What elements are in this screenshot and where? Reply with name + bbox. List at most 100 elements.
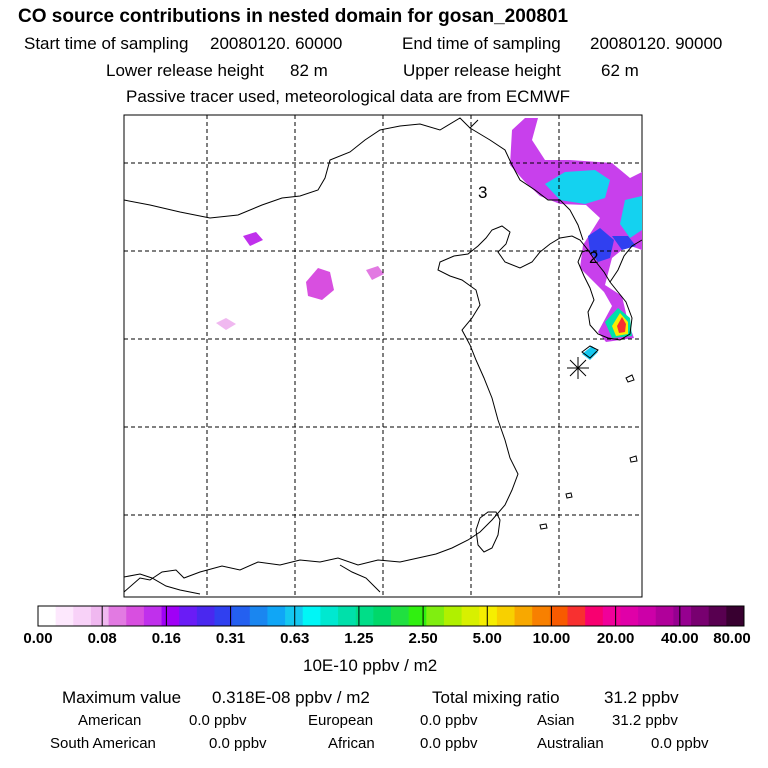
region-american-value: 0.0 ppbv	[189, 712, 247, 729]
colorbar-swatch	[391, 606, 410, 626]
chart-title: CO source contributions in nested domain…	[18, 6, 569, 27]
map-label-3: 3	[478, 183, 487, 202]
island-jeju	[581, 345, 599, 359]
lower-height-label: Lower release height	[106, 61, 264, 80]
colorbar-swatch	[196, 606, 215, 626]
colorbar-swatch	[338, 606, 357, 626]
colorbar-tick-label: 0.00	[23, 630, 53, 647]
colorbar-tick-label: 2.50	[408, 630, 438, 647]
region-south-american-value: 0.0 ppbv	[209, 735, 267, 752]
colorbar-tick-label: 0.31	[215, 630, 246, 647]
colorbar-tick-label: 80.00	[713, 630, 751, 647]
colorbar-swatch	[585, 606, 604, 626]
total-mixing-value: 31.2 ppbv	[604, 688, 679, 707]
plume-band-cyan2	[620, 196, 642, 238]
island-small-2	[629, 455, 638, 463]
grid-lines	[124, 115, 642, 597]
colorbar-swatch	[408, 606, 427, 626]
colorbar-swatch	[355, 606, 374, 626]
upper-height-value: 62 m	[601, 61, 639, 80]
colorbar-swatch	[496, 606, 516, 626]
plume-south-island	[582, 346, 598, 360]
colorbar-swatch	[179, 606, 198, 626]
island-small-4	[565, 492, 573, 499]
plume-band-cyan	[545, 170, 610, 204]
colorbar-swatch	[232, 606, 251, 626]
plume-hot-red	[617, 317, 626, 333]
map-outlines	[123, 117, 643, 595]
colorbar-swatch	[726, 606, 745, 626]
colorbar	[38, 606, 745, 626]
colorbar-swatch	[708, 606, 727, 626]
region-african-label: African	[328, 735, 375, 752]
colorbar-tick-label: 0.16	[151, 630, 181, 647]
colorbar-swatch	[532, 606, 551, 626]
colorbar-swatch	[267, 606, 286, 626]
colorbar-swatch	[514, 606, 533, 626]
plume-west-3	[366, 266, 384, 280]
border-mongolia	[123, 117, 479, 219]
colorbar-swatch	[620, 606, 639, 626]
border-inner-2	[339, 564, 381, 593]
colorbar-swatch	[691, 606, 710, 626]
plume-west-1	[243, 232, 263, 246]
colorbar-swatch	[479, 606, 498, 626]
tracer-note: Passive tracer used, meteorological data…	[126, 87, 571, 106]
start-time-value: 20080120. 60000	[210, 34, 343, 53]
region-asian-label: Asian	[537, 712, 575, 729]
colorbar-frame	[37, 605, 745, 627]
start-time-label: Start time of sampling	[24, 34, 189, 53]
colorbar-swatch	[443, 606, 463, 626]
colorbar-tick-label: 0.63	[280, 630, 310, 647]
colorbar-swatch	[655, 606, 674, 626]
colorbar-swatch	[73, 606, 92, 626]
lower-height-value: 82 m	[290, 61, 328, 80]
region-south-american-label: South American	[50, 735, 156, 752]
colorbar-swatch	[161, 606, 180, 626]
colorbar-swatch	[90, 606, 110, 626]
island-small-1	[625, 374, 635, 383]
colorbar-swatch	[285, 606, 304, 626]
colorbar-swatch	[549, 606, 568, 626]
region-australian-value: 0.0 ppbv	[651, 735, 709, 752]
end-time-label: End time of sampling	[402, 34, 561, 53]
island-taiwan	[475, 511, 501, 553]
coast-korea-east	[609, 239, 643, 283]
colorbar-swatch	[143, 606, 163, 626]
region-australian-label: Australian	[537, 735, 604, 752]
plume-west-4	[216, 318, 236, 330]
region-asian-value: 31.2 ppbv	[612, 712, 678, 729]
colorbar-tick-label: 40.00	[661, 630, 699, 647]
colorbar-swatch	[426, 606, 445, 626]
colorbar-tick-label: 0.08	[87, 630, 117, 647]
region-african-value: 0.0 ppbv	[420, 735, 478, 752]
plume-northeast	[510, 118, 642, 342]
plume-band-blue2	[612, 236, 636, 250]
region-american-label: American	[78, 712, 142, 729]
total-mixing-label: Total mixing ratio	[432, 688, 560, 707]
colorbar-swatch	[108, 606, 127, 626]
colorbar-swatch	[638, 606, 657, 626]
colorbar-tick-label: 5.00	[472, 630, 502, 647]
map-label-2: 2	[589, 248, 598, 267]
receptor-marker	[567, 357, 589, 379]
colorbar-tick-label: 10.00	[532, 630, 571, 647]
plume-layer	[216, 118, 642, 360]
border-inner-1	[123, 573, 201, 595]
colorbar-unit: 10E-10 ppbv / m2	[303, 656, 438, 675]
region-european-value: 0.0 ppbv	[420, 712, 478, 729]
colorbar-swatch	[320, 606, 339, 626]
colorbar-swatch	[55, 606, 74, 626]
colorbar-swatch	[249, 606, 268, 626]
border-manchuria	[469, 127, 584, 241]
colorbar-swatch	[461, 606, 480, 626]
colorbar-swatch	[126, 606, 145, 626]
coast-china	[123, 225, 589, 593]
plume-west-2	[306, 268, 334, 300]
plume-band-blue	[588, 228, 614, 262]
colorbar-tick-label: 1.25	[344, 630, 374, 647]
colorbar-swatch	[673, 606, 692, 626]
upper-height-label: Upper release height	[403, 61, 561, 80]
colorbar-tick-label: 20.00	[596, 630, 635, 647]
